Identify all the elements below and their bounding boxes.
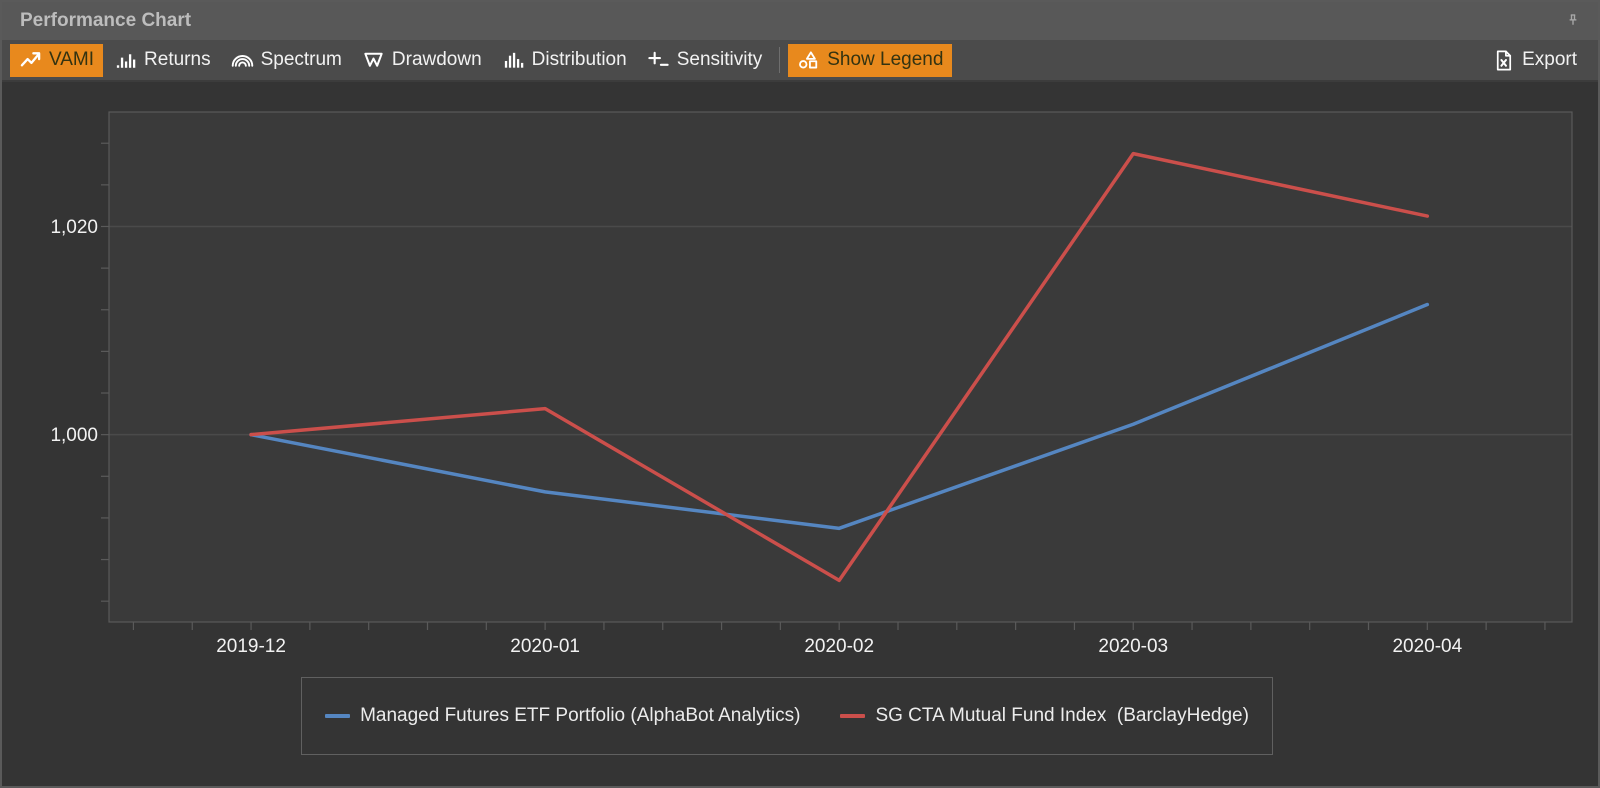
show-legend-button[interactable]: Show Legend bbox=[788, 43, 953, 77]
svg-text:2020-04: 2020-04 bbox=[1392, 636, 1462, 657]
plus-baseline-icon bbox=[647, 49, 670, 72]
tab-spectrum[interactable]: Spectrum bbox=[222, 44, 351, 77]
trend-up-icon bbox=[19, 49, 42, 72]
tab-label: Drawdown bbox=[391, 49, 482, 70]
tab-label: Returns bbox=[144, 49, 211, 70]
pin-icon[interactable] bbox=[1562, 10, 1584, 32]
svg-text:1,020: 1,020 bbox=[50, 217, 98, 238]
tab-vami[interactable]: VAMI bbox=[10, 43, 104, 77]
svg-text:2020-03: 2020-03 bbox=[1098, 636, 1168, 657]
panel-title: Performance Chart bbox=[20, 10, 192, 31]
tab-label: Distribution bbox=[531, 49, 627, 70]
legend-label: Managed Futures ETF Portfolio (AlphaBot … bbox=[360, 705, 801, 726]
svg-text:2020-02: 2020-02 bbox=[804, 636, 874, 657]
tab-drawdown[interactable]: Drawdown bbox=[353, 44, 491, 77]
tab-label: Spectrum bbox=[260, 49, 342, 70]
blue-series-dash-icon bbox=[325, 714, 351, 718]
export-file-icon bbox=[1492, 49, 1515, 72]
export-label: Export bbox=[1522, 49, 1577, 70]
export-button[interactable]: Export bbox=[1483, 44, 1586, 77]
chart-toolbar: VAMI Returns S bbox=[2, 40, 1598, 82]
panel-titlebar: Performance Chart bbox=[2, 2, 1598, 40]
svg-text:1,000: 1,000 bbox=[50, 425, 98, 446]
red-series-dash-icon bbox=[840, 714, 866, 718]
drawdown-crown-icon bbox=[362, 49, 385, 72]
vami-chart-svg: 1,000 1,020 2019-12 2020-01 2020-02 2020-03 20… bbox=[50, 111, 1573, 657]
svg-text:2019-12: 2019-12 bbox=[216, 636, 286, 657]
histogram-icon bbox=[502, 49, 525, 72]
tab-distribution[interactable]: Distribution bbox=[493, 44, 636, 77]
legend-item-index[interactable]: SG CTA Mutual Fund Index (BarclayHedge) bbox=[840, 705, 1249, 727]
tab-label: VAMI bbox=[49, 49, 95, 70]
spectrum-arcs-icon bbox=[231, 49, 254, 72]
tab-sensitivity[interactable]: Sensitivity bbox=[638, 44, 772, 77]
chart-area: 1,000 1,020 2019-12 2020-01 2020-02 2020-03 20… bbox=[2, 82, 1598, 786]
tab-label: Sensitivity bbox=[676, 49, 763, 70]
toolbar-divider bbox=[779, 47, 781, 73]
legend-item-portfolio[interactable]: Managed Futures ETF Portfolio (AlphaBot … bbox=[325, 705, 800, 727]
svg-text:2020-01: 2020-01 bbox=[510, 636, 580, 657]
legend-shapes-icon bbox=[797, 49, 820, 72]
legend-label: SG CTA Mutual Fund Index (BarclayHedge) bbox=[875, 705, 1249, 726]
bar-chart-icon bbox=[114, 49, 137, 72]
chart-legend: Managed Futures ETF Portfolio (AlphaBot … bbox=[301, 677, 1273, 755]
tab-returns[interactable]: Returns bbox=[105, 44, 220, 77]
show-legend-label: Show Legend bbox=[827, 49, 944, 70]
